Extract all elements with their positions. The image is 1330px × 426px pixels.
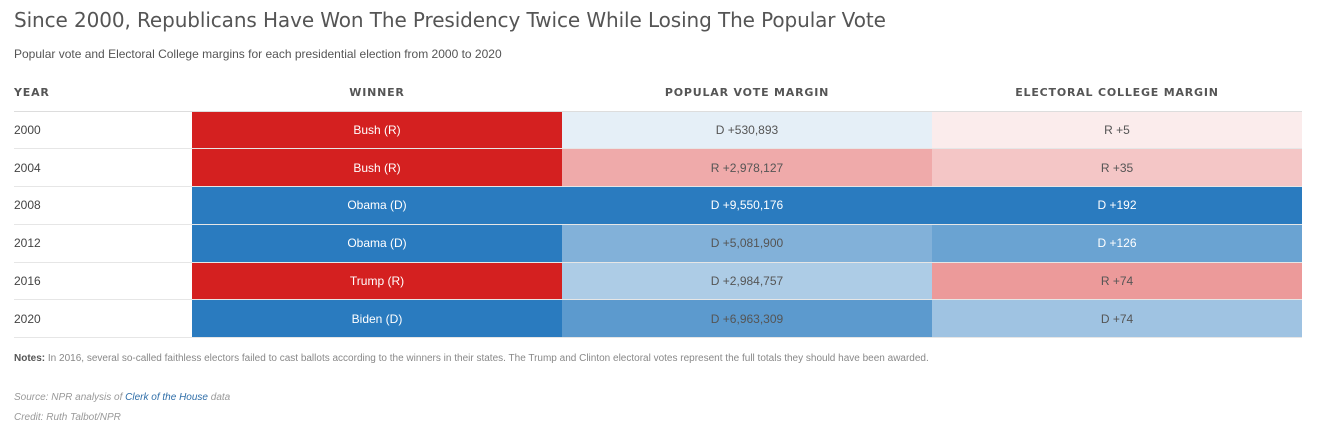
winner-cell: Biden (D) [192,299,562,339]
winner-cell: Trump (R) [192,262,562,301]
source-suffix: data [208,392,231,403]
notes: Notes: In 2016, several so-called faithl… [14,353,929,364]
header-year[interactable]: YEAR [14,75,192,112]
winner-cell: Bush (R) [192,148,562,188]
year-cell: 2012 [14,224,192,263]
popular-vote-cell: D +2,984,757 [562,262,932,301]
header-winner[interactable]: WINNER [192,75,562,112]
credit-line: Credit: Ruth Talbot/NPR [14,412,121,423]
popular-vote-cell: R +2,978,127 [562,148,932,188]
year-cell: 2004 [14,148,192,188]
electoral-college-cell: R +5 [932,111,1302,150]
popular-vote-cell: D +530,893 [562,111,932,150]
table-body: 2000 Bush (R) D +530,893 R +5 2004 Bush (R) R … [14,111,1302,339]
table-row: 2000 Bush (R) D +530,893 R +5 [14,111,1302,150]
year-cell: 2020 [14,299,192,339]
electoral-college-cell: D +74 [932,299,1302,339]
table-header-row: YEAR WINNER POPULAR VOTE MARGIN ELECTORA… [14,75,1302,112]
table-row: 2020 Biden (D) D +6,963,309 D +74 [14,299,1302,339]
table-row: 2004 Bush (R) R +2,978,127 R +35 [14,148,1302,188]
popular-vote-cell: D +6,963,309 [562,299,932,339]
source-line: Source: NPR analysis of Clerk of the Hou… [14,392,230,403]
source-link[interactable]: Clerk of the House [125,392,208,403]
notes-text: In 2016, several so-called faithless ele… [45,353,929,364]
winner-cell: Obama (D) [192,224,562,263]
electoral-college-cell: R +74 [932,262,1302,301]
electoral-college-cell: R +35 [932,148,1302,188]
results-table: YEAR WINNER POPULAR VOTE MARGIN ELECTORA… [14,75,1302,339]
table-row: 2008 Obama (D) D +9,550,176 D +192 [14,186,1302,225]
table-row: 2016 Trump (R) D +2,984,757 R +74 [14,262,1302,301]
winner-cell: Obama (D) [192,186,562,225]
popular-vote-cell: D +9,550,176 [562,186,932,225]
electoral-college-cell: D +126 [932,224,1302,263]
winner-cell: Bush (R) [192,111,562,150]
header-electoral-college-margin[interactable]: ELECTORAL COLLEGE MARGIN [932,75,1302,112]
electoral-college-cell: D +192 [932,186,1302,225]
year-cell: 2016 [14,262,192,301]
chart-subtitle: Popular vote and Electoral College margi… [14,47,502,61]
popular-vote-cell: D +5,081,900 [562,224,932,263]
chart-title: Since 2000, Republicans Have Won The Pre… [14,8,886,32]
table-row: 2012 Obama (D) D +5,081,900 D +126 [14,224,1302,263]
header-popular-vote-margin[interactable]: POPULAR VOTE MARGIN [562,75,932,112]
year-cell: 2000 [14,111,192,150]
source-prefix: Source: NPR analysis of [14,392,126,403]
year-cell: 2008 [14,186,192,225]
notes-label: Notes: [14,353,46,364]
